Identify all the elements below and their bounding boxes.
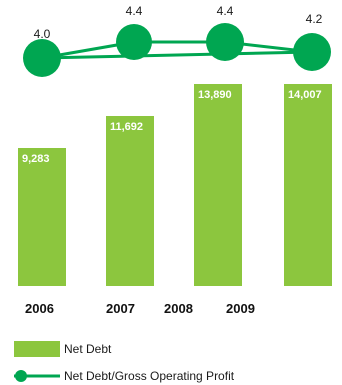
line-point-1 bbox=[116, 24, 152, 60]
bar-2 bbox=[194, 84, 242, 286]
line-series-connector bbox=[41, 50, 313, 60]
legend-label-net-debt: Net Debt bbox=[64, 342, 112, 356]
bars-layer: 9,283 11,692 13,890 14,007 bbox=[18, 84, 332, 286]
bar-3 bbox=[284, 84, 332, 286]
bar-value-label-0: 9,283 bbox=[22, 153, 50, 165]
line-point-3 bbox=[293, 33, 331, 71]
bar-value-label-2: 13,890 bbox=[198, 89, 232, 101]
legend-swatch-net-debt bbox=[14, 341, 60, 357]
legend: Net Debt Net Debt/Gross Operating Profit bbox=[14, 341, 235, 383]
x-tick-label-1: 2007 bbox=[106, 301, 135, 316]
x-tick-label-3: 2009 bbox=[226, 301, 255, 316]
line-value-label-2: 4.4 bbox=[217, 4, 234, 18]
x-tick-label-0: 2006 bbox=[25, 301, 54, 316]
line-value-label-1: 4.4 bbox=[126, 4, 143, 18]
bar-value-label-3: 14,007 bbox=[288, 89, 322, 101]
line-point-2 bbox=[206, 23, 244, 61]
line-value-label-3: 4.2 bbox=[306, 12, 323, 26]
line-value-label-0: 4.0 bbox=[34, 27, 51, 41]
line-point-0 bbox=[23, 39, 61, 77]
x-axis-ticks: 2006 2007 2008 2009 bbox=[25, 301, 255, 316]
bar-1 bbox=[106, 116, 154, 286]
x-tick-label-2: 2008 bbox=[164, 301, 193, 316]
ratio-line bbox=[41, 40, 313, 60]
bar-value-label-1: 11,692 bbox=[110, 121, 143, 133]
legend-label-ratio: Net Debt/Gross Operating Profit bbox=[64, 369, 235, 383]
bar-0 bbox=[18, 148, 66, 286]
line-layer: 4.0 4.4 4.4 4.2 bbox=[23, 4, 331, 77]
legend-swatch-marker-icon bbox=[15, 370, 27, 382]
